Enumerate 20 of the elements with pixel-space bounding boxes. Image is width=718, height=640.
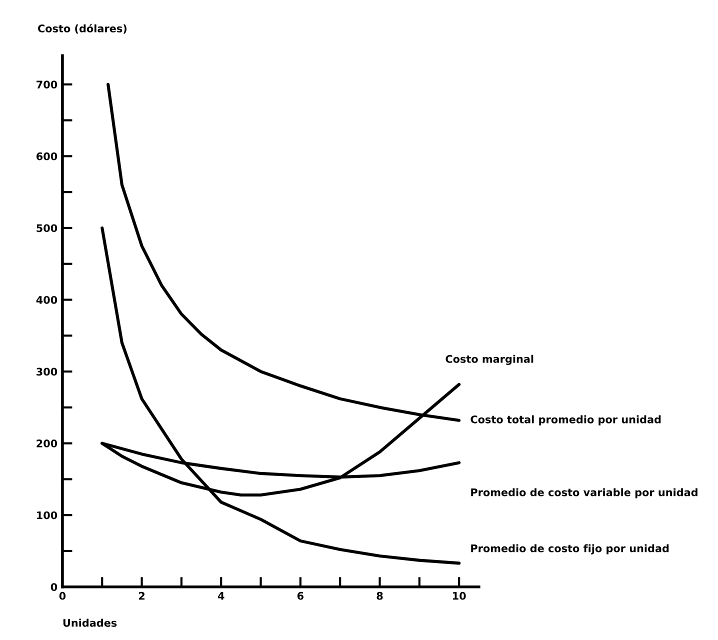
x-tick-label: 6	[297, 592, 304, 600]
x-tick-label: 10	[453, 592, 466, 600]
y-tick-label: 400	[36, 296, 58, 304]
y-tick-label: 700	[36, 80, 58, 88]
x-tick-label: 8	[376, 592, 383, 600]
text: Promedio de costo variable por unidad	[471, 488, 698, 498]
y-tick-label: 300	[36, 368, 58, 376]
series-label: Costo total promedio por unidad	[470, 415, 661, 426]
y-tick-label: 0	[50, 583, 58, 591]
y-tick-label: 500	[36, 224, 58, 232]
series-label: Promedio de costo fijo por unidad	[471, 544, 669, 554]
y-tick-label: 100	[37, 511, 58, 520]
y-tick-label: 600	[36, 152, 58, 160]
x-tick-label: 2	[138, 592, 145, 600]
x-tick-label: 0	[59, 592, 66, 600]
x-tick-label: 4	[218, 592, 224, 600]
x-axis-title: Unidades	[63, 618, 117, 627]
y-axis-title: Costo (dólares)	[38, 24, 126, 34]
y-tick-label: 200	[36, 440, 58, 448]
text: Costo marginal	[446, 354, 534, 366]
